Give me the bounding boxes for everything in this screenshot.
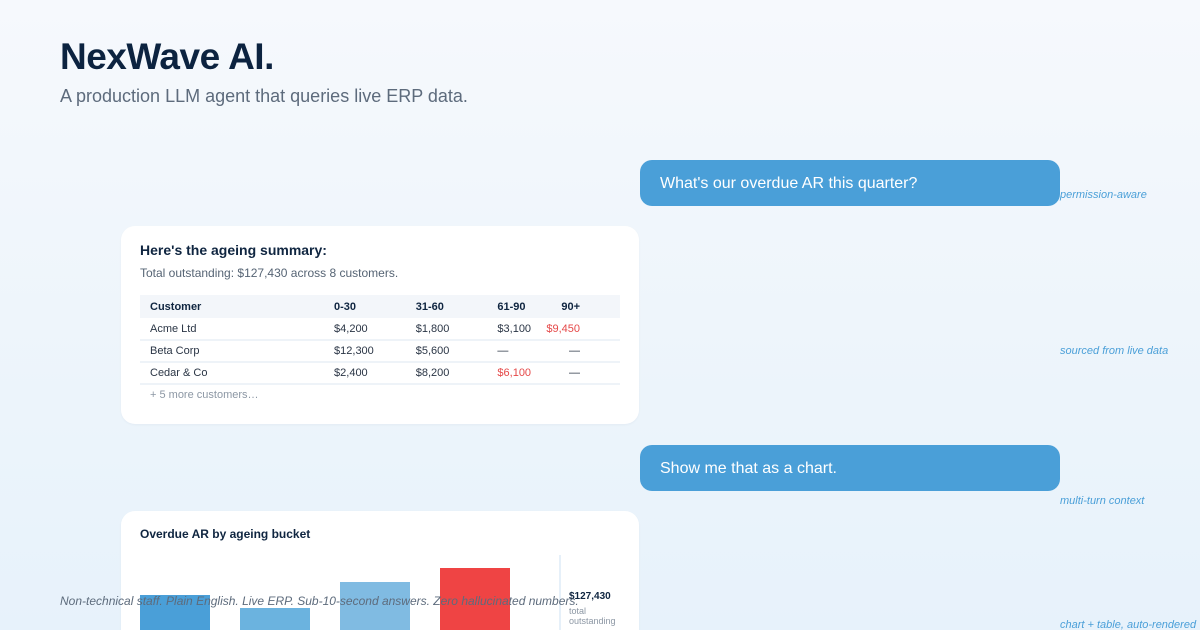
chart-card: Overdue AR by ageing bucket $127,430 tot… [121, 511, 639, 630]
user-message-bubble: What's our overdue AR this quarter? [640, 160, 1060, 206]
table-header-row: Customer 0-30 31-60 61-90 90+ [140, 295, 620, 318]
total-label: total outstanding [569, 606, 616, 626]
cell-90-plus: — [544, 362, 620, 385]
chart-divider [559, 555, 561, 630]
bar-61-90 [340, 582, 410, 630]
ageing-table: Customer 0-30 31-60 61-90 90+ Acme Ltd $… [140, 295, 620, 385]
bar-chart: $127,430 total outstanding [140, 555, 620, 630]
user-message-text: What's our overdue AR this quarter? [660, 175, 918, 192]
column-header: 31-60 [415, 295, 498, 318]
feature-tag-permission: permission-aware [1060, 189, 1147, 201]
bar-90-plus [440, 568, 510, 630]
card-subtitle: Total outstanding: $127,430 across 8 cus… [140, 266, 399, 280]
table-row: Acme Ltd $4,200 $1,800 $3,100 $9,450 [140, 318, 620, 341]
column-header: 61-90 [497, 295, 545, 318]
brand-title: NexWave AI. [60, 36, 274, 77]
card-title: Here's the ageing summary: [140, 242, 327, 258]
cell-90-plus: — [544, 340, 620, 363]
column-header: 0-30 [334, 295, 416, 318]
more-customers-link[interactable]: + 5 more customers… [150, 389, 259, 401]
cell-31-60: $1,800 [415, 318, 498, 341]
user-message-bubble: Show me that as a chart. [640, 445, 1060, 491]
ageing-summary-card: Here's the ageing summary: Total outstan… [121, 226, 639, 424]
total-value: $127,430 [569, 591, 611, 602]
feature-tag-auto-rendered: chart + table, auto-rendered [1060, 619, 1197, 630]
cell-0-30: $12,300 [334, 340, 416, 363]
cell-31-60: $8,200 [415, 362, 498, 385]
column-header: 90+ [544, 295, 620, 318]
cell-61-90: $6,100 [497, 362, 545, 385]
table-row: Cedar & Co $2,400 $8,200 $6,100 — [140, 362, 620, 385]
cell-31-60: $5,600 [415, 340, 498, 363]
footer-tagline: Non-technical staff. Plain English. Live… [60, 594, 579, 608]
column-header: Customer [140, 295, 335, 318]
cell-61-90: — [497, 340, 545, 363]
bar-0-30 [140, 595, 210, 630]
table-row: Beta Corp $12,300 $5,600 — — [140, 340, 620, 363]
feature-tag-live-data: sourced from live data [1060, 345, 1169, 357]
feature-tag-multi-turn: multi-turn context [1060, 495, 1145, 507]
chart-title: Overdue AR by ageing bucket [140, 527, 311, 541]
cell-90-plus: $9,450 [544, 318, 620, 341]
cell-customer: Beta Corp [140, 340, 335, 363]
brand-subtitle: A production LLM agent that queries live… [60, 86, 468, 106]
user-message-text: Show me that as a chart. [660, 460, 837, 477]
cell-0-30: $4,200 [334, 318, 416, 341]
cell-customer: Cedar & Co [140, 362, 335, 385]
cell-61-90: $3,100 [497, 318, 545, 341]
cell-0-30: $2,400 [334, 362, 416, 385]
bar-31-60 [240, 608, 310, 630]
cell-customer: Acme Ltd [140, 318, 335, 341]
